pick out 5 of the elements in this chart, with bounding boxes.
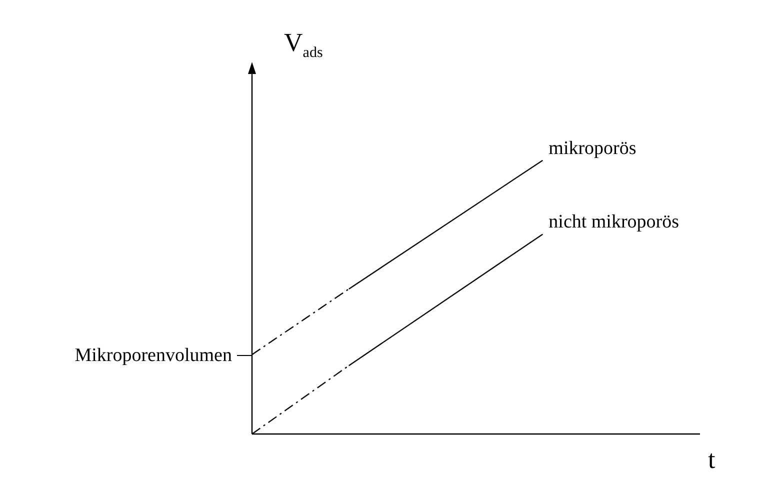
text: Mikroporenvolumen — [74, 345, 232, 367]
x-axis-title: t — [708, 445, 716, 475]
series-label: mikroporös — [548, 138, 636, 159]
y-axis-title: V$_{ads}$ — [284, 28, 323, 62]
series-label: nicht mikroporös — [548, 212, 680, 233]
